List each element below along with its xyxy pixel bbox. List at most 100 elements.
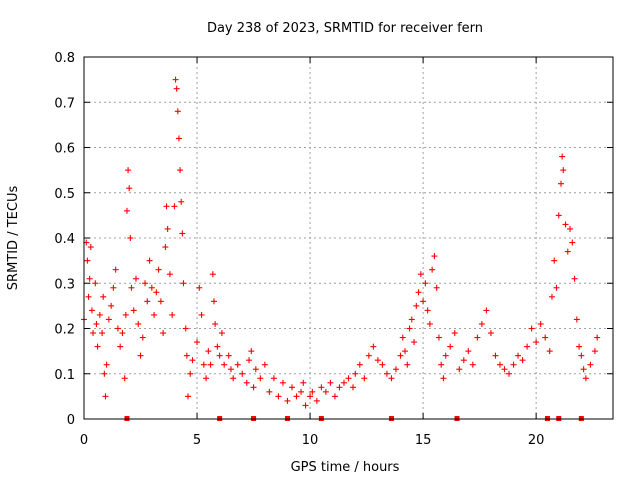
data-point	[172, 76, 179, 83]
data-point	[426, 320, 433, 327]
data-point	[123, 207, 130, 214]
data-point	[127, 235, 134, 241]
data-point	[87, 244, 94, 251]
data-point	[187, 370, 194, 377]
data-point	[122, 311, 129, 318]
data-point	[424, 307, 431, 314]
data-points	[81, 76, 601, 421]
data-point	[275, 393, 282, 400]
data-point	[447, 343, 454, 350]
data-point	[411, 339, 418, 346]
data-point	[298, 388, 305, 395]
data-point	[340, 379, 347, 386]
data-point	[506, 370, 513, 377]
data-point	[555, 212, 562, 219]
data-point	[524, 343, 531, 350]
x-tick-label: 10	[302, 433, 319, 448]
data-point	[533, 339, 540, 346]
data-point	[257, 375, 264, 382]
data-point	[210, 298, 217, 305]
data-point	[413, 302, 420, 309]
data-point	[322, 388, 329, 395]
data-point	[189, 357, 196, 364]
data-point	[313, 397, 320, 404]
data-point	[85, 293, 92, 300]
data-point	[117, 343, 124, 350]
data-point	[250, 384, 257, 391]
data-point	[239, 370, 246, 377]
data-point	[196, 284, 203, 291]
data-point	[404, 361, 411, 368]
y-tick-label: 0.4	[54, 232, 75, 247]
data-point	[460, 357, 467, 364]
data-point	[234, 361, 241, 368]
data-point	[96, 311, 103, 318]
data-point	[130, 307, 137, 314]
data-point	[203, 375, 210, 382]
data-point	[266, 388, 273, 395]
data-point	[230, 375, 237, 382]
data-point	[248, 348, 255, 355]
data-point	[84, 257, 91, 264]
data-point	[429, 266, 436, 273]
data-point	[580, 366, 587, 373]
data-point	[451, 330, 458, 337]
data-point	[243, 379, 250, 386]
data-point	[101, 370, 108, 377]
data-point	[151, 311, 158, 318]
data-point	[327, 379, 334, 386]
x-tick-label: 20	[528, 433, 545, 448]
data-point	[119, 330, 126, 337]
y-tick-label: 0.1	[54, 368, 75, 383]
data-point	[218, 330, 225, 337]
data-point	[114, 325, 121, 332]
x-tick-label: 0	[80, 433, 88, 448]
data-point	[551, 257, 558, 264]
data-point	[284, 397, 291, 404]
y-tick-label: 0.8	[54, 51, 75, 66]
data-point	[576, 343, 583, 350]
data-point	[478, 320, 485, 327]
data-point	[102, 393, 109, 400]
y-tick-label: 0	[67, 413, 75, 428]
data-point	[128, 284, 135, 291]
data-point	[221, 361, 228, 368]
data-point	[166, 271, 173, 278]
data-point	[571, 275, 578, 282]
data-point	[582, 375, 589, 382]
data-point	[379, 361, 386, 368]
data-point	[252, 366, 259, 373]
y-tick-label: 0.2	[54, 323, 75, 338]
data-point	[370, 343, 377, 350]
data-point	[174, 108, 181, 115]
data-point	[515, 352, 522, 359]
data-point	[209, 271, 216, 278]
data-point	[356, 361, 363, 368]
data-point	[198, 311, 205, 318]
data-point	[183, 352, 190, 359]
data-point	[288, 384, 295, 391]
y-axis-label: SRMTID / TECUs	[6, 186, 21, 291]
data-point	[537, 320, 544, 327]
data-point	[205, 348, 212, 355]
data-point	[135, 320, 142, 327]
data-point	[121, 375, 128, 382]
data-point	[270, 375, 277, 382]
data-point	[178, 198, 185, 205]
data-point	[431, 253, 438, 260]
data-point	[164, 225, 171, 232]
x-axis-label: GPS time / hours	[291, 460, 400, 475]
data-point	[492, 352, 499, 359]
data-point	[562, 221, 569, 228]
data-point	[214, 343, 221, 350]
data-point	[93, 320, 100, 327]
data-point	[433, 284, 440, 291]
data-point	[162, 244, 169, 251]
data-point	[559, 153, 566, 160]
data-point	[591, 348, 598, 355]
data-point	[126, 185, 133, 192]
data-point	[112, 266, 119, 273]
